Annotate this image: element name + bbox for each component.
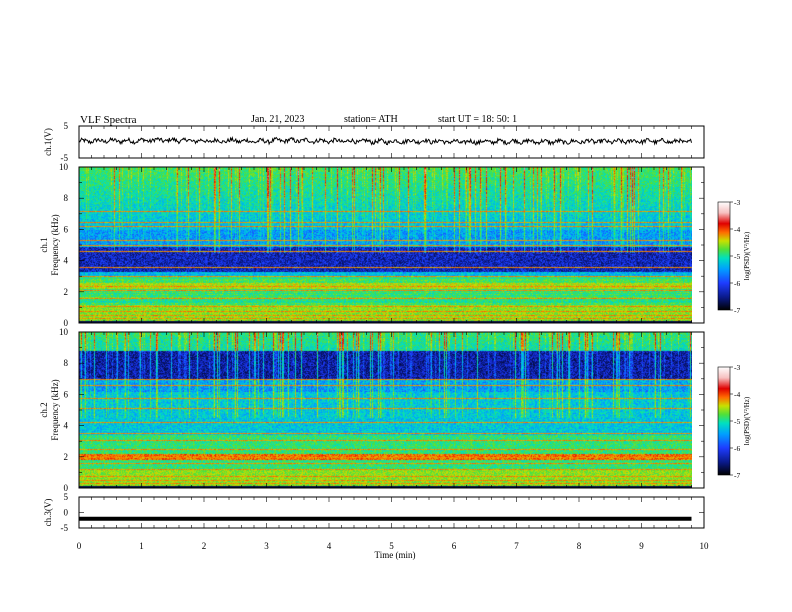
x-tick-label: 1 [139,541,144,551]
y-tick-label: 5 [64,121,69,131]
colorbar-gradient [718,202,730,310]
x-tick-label: 4 [327,541,332,551]
waveform-trace [79,138,692,145]
x-tick-label: 7 [514,541,519,551]
colorbar-gradient [718,367,730,475]
y-axis-label: ch.2Frequency (kHz) [39,379,60,440]
y-tick-label: 0 [64,508,69,518]
y-tick-label: 4 [64,256,69,266]
y-axis-label-line: ch.2 [39,402,49,417]
y-axis-label-line: ch.1(V) [43,128,53,156]
ch2-colorbar: -3 -4 -5 -6 -7 log(PSD)(V²/Hz) [718,363,751,480]
ch1-spectrogram-panel: 0246810ch.1Frequency (kHz) [39,162,704,328]
colorbar-label: log(PSD)(V²/Hz) [743,396,751,445]
colorbar-tick-label: -7 [734,306,740,315]
x-axis-label: Time (min) [375,550,416,560]
y-tick-label: 5 [64,492,69,502]
ch1-waveform-panel: 5-5ch.1(V) [43,121,704,163]
colorbar-tick-label: -3 [734,363,740,372]
x-tick-label: 6 [452,541,457,551]
x-tick-label: 2 [202,541,207,551]
y-tick-label: 10 [59,162,69,172]
x-tick-label: 8 [577,541,582,551]
y-tick-label: 6 [64,389,69,399]
y-tick-label: 8 [64,193,69,203]
y-axis-label-line: ch.3(V) [43,499,53,527]
colorbar-tick-label: -4 [734,225,740,234]
ch2-spectrogram-panel: 0246810ch.2Frequency (kHz) [39,327,704,493]
spectrogram-image [79,332,692,488]
colorbar-tick-label: -5 [734,252,740,261]
colorbar-tick-label: -3 [734,198,740,207]
y-axis-label-line: Frequency (kHz) [50,379,60,440]
x-tick-label: 10 [700,541,710,551]
y-tick-label: 10 [59,327,69,337]
ch1-colorbar: -3 -4 -5 -6 -7 log(PSD)(V²/Hz) [718,198,751,315]
time-axis: 0 1 2 3 4 5 6 7 8 9 10Time (min) [77,541,709,560]
y-tick-label: 2 [64,452,69,462]
colorbar-tick-label: -7 [734,471,740,480]
x-tick-label: 0 [77,541,82,551]
y-axis-label: ch.1Frequency (kHz) [39,214,60,275]
y-tick-label: 8 [64,358,69,368]
x-tick-label: 3 [264,541,269,551]
x-tick-label: 9 [639,541,644,551]
spectrogram-image [79,167,692,323]
colorbar-tick-label: -6 [734,279,740,288]
y-axis-label: ch.3(V) [43,499,53,527]
y-axis-label-line: ch.1 [39,237,49,252]
colorbar-tick-label: -6 [734,444,740,453]
y-axis-label: ch.1(V) [43,128,53,156]
colorbar-label: log(PSD)(V²/Hz) [743,231,751,280]
y-tick-label: -5 [61,523,69,533]
y-axis-label-line: Frequency (kHz) [50,214,60,275]
y-tick-label: 2 [64,287,69,297]
y-tick-label: 4 [64,421,69,431]
ch3-waveform-panel: 5 0 -5 ch.3(V) [43,492,704,533]
colorbar-tick-label: -5 [734,417,740,426]
colorbar-tick-label: -4 [734,390,740,399]
y-tick-label: 6 [64,224,69,234]
